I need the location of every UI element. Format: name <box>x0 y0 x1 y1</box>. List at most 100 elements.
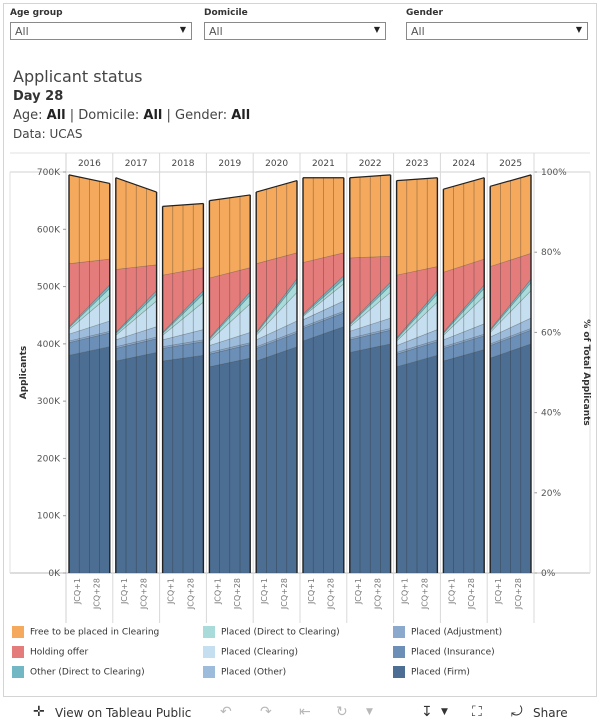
legend-label: Placed (Clearing) <box>221 647 298 658</box>
chevron-down-icon[interactable]: ▼ <box>575 25 582 34</box>
legend-label: Placed (Firm) <box>411 667 470 678</box>
legend-item[interactable]: Placed (Firm) <box>393 666 470 678</box>
y2-tick-label: 40% <box>541 409 561 419</box>
day-tick-label: JCQ+1 <box>213 578 222 605</box>
page-title: Applicant status <box>13 67 143 86</box>
day-tick-label: JCQ+1 <box>260 578 269 605</box>
legend-label: Other (Direct to Clearing) <box>30 667 145 678</box>
gender-label: | Gender: <box>162 108 232 123</box>
fullscreen-icon[interactable]: ⛶ <box>472 704 482 720</box>
legend-item[interactable]: Holding offer <box>12 646 88 658</box>
chevron-down-icon[interactable]: ▼ <box>179 25 186 34</box>
y-tick-label: 600K <box>37 225 61 235</box>
total-line <box>443 177 485 190</box>
year-header: 2022 <box>359 159 382 169</box>
y-tick-label: 700K <box>37 168 61 178</box>
legend-item[interactable]: Placed (Other) <box>203 666 286 678</box>
legend-item[interactable]: Placed (Clearing) <box>203 646 298 658</box>
tableau-toolbar: ✛ View on Tableau Public ↶ ↷ ⇤ ↻ ▼ ↧ ▼ ⛶… <box>0 700 600 727</box>
applicant-status-chart[interactable]: 0K 100K 200K 300K 400K 500K 600K 700K 0% 20% 40% 60… <box>0 0 600 625</box>
total-line <box>349 174 391 179</box>
legend-swatch <box>12 666 24 678</box>
filter-domicile: Domicile All ▼ <box>204 8 386 40</box>
legend-label: Placed (Insurance) <box>411 647 495 658</box>
y-axis-title: Applicants <box>19 346 29 400</box>
legend-swatch <box>203 666 215 678</box>
redo-icon[interactable]: ↷ <box>260 704 272 720</box>
total-line <box>115 177 157 193</box>
y-tick-label: 400K <box>37 340 61 350</box>
legend-item[interactable]: Free to be placed in Clearing <box>12 626 159 638</box>
legend-item[interactable]: Placed (Direct to Clearing) <box>203 626 340 638</box>
y2-tick-label: 60% <box>541 328 561 338</box>
year-header: 2025 <box>499 159 522 169</box>
download-icon[interactable]: ↧ <box>421 704 433 720</box>
y2-axis-title: % of Total Applicants <box>581 319 591 426</box>
y-tick-label: 200K <box>37 454 61 464</box>
filter-age-group: Age group All ▼ <box>10 8 192 40</box>
undo-icon[interactable]: ↶ <box>220 704 232 720</box>
share-icon[interactable]: ⤾ <box>511 704 523 720</box>
domicile-value: All <box>143 108 163 123</box>
day-subtitle: Day 28 <box>13 89 64 104</box>
day-tick-label: JCQ+1 <box>401 578 410 605</box>
legend-item[interactable]: Other (Direct to Clearing) <box>12 666 145 678</box>
day-tick-label: JCQ+1 <box>447 578 456 605</box>
day-tick-label: JCQ+1 <box>167 578 176 605</box>
year-header: 2019 <box>218 159 241 169</box>
share-button[interactable]: Share <box>533 706 568 720</box>
day-tick-label: JCQ+28 <box>139 578 148 610</box>
tableau-logo-icon[interactable]: ✛ <box>33 704 45 720</box>
year-header: 2024 <box>452 159 475 169</box>
legend-swatch <box>393 646 405 658</box>
day-tick-label: JCQ+28 <box>186 578 195 610</box>
day-tick-label: JCQ+28 <box>233 578 242 610</box>
y-tick-label: 100K <box>37 512 61 522</box>
day-tick-label: JCQ+28 <box>514 578 523 610</box>
year-header: 2018 <box>172 159 195 169</box>
y2-tick-label: 20% <box>541 489 561 499</box>
active-filters-summary: Age: All | Domicile: All | Gender: All <box>13 108 250 123</box>
day-tick-label: JCQ+28 <box>93 578 102 610</box>
legend-label: Holding offer <box>30 647 89 658</box>
day-tick-label: JCQ+1 <box>494 578 503 605</box>
legend-item[interactable]: Placed (Insurance) <box>393 646 495 658</box>
day-tick-label: JCQ+28 <box>327 578 336 610</box>
year-header: 2020 <box>265 159 288 169</box>
y-tick-label: 500K <box>37 283 61 293</box>
legend-label: Placed (Direct to Clearing) <box>221 627 340 638</box>
day-tick-label: JCQ+28 <box>420 578 429 610</box>
legend-label: Placed (Other) <box>221 667 287 678</box>
legend-swatch <box>393 626 405 638</box>
gender-value: All <box>231 108 251 123</box>
total-line <box>490 174 532 187</box>
chevron-down-icon[interactable]: ▼ <box>373 25 380 34</box>
revert-icon[interactable]: ⇤ <box>299 704 311 720</box>
year-header: 2017 <box>125 159 148 169</box>
day-tick-label: JCQ+1 <box>120 578 129 605</box>
legend-swatch <box>203 646 215 658</box>
age-value: All <box>46 108 66 123</box>
view-on-tableau-link[interactable]: View on Tableau Public <box>55 706 192 720</box>
legend-swatch <box>12 646 24 658</box>
filter-value: All <box>411 25 425 38</box>
refresh-icon[interactable]: ↻ <box>336 704 348 720</box>
gender-select[interactable]: All ▼ <box>406 22 588 40</box>
day-tick-label: JCQ+1 <box>354 578 363 605</box>
total-line <box>256 180 298 193</box>
filter-label: Age group <box>10 8 63 18</box>
chevron-down-icon[interactable]: ▼ <box>441 707 448 717</box>
filter-value: All <box>15 25 29 38</box>
age-label: Age: <box>13 108 47 123</box>
y-tick-label: 300K <box>37 397 61 407</box>
legend-item[interactable]: Placed (Adjustment) <box>393 626 502 638</box>
chevron-down-icon[interactable]: ▼ <box>366 707 373 717</box>
legend-label: Free to be placed in Clearing <box>30 627 160 638</box>
domicile-select[interactable]: All ▼ <box>204 22 386 40</box>
filter-gender: Gender All ▼ <box>406 8 588 40</box>
day-tick-label: JCQ+1 <box>307 578 316 605</box>
age-group-select[interactable]: All ▼ <box>10 22 192 40</box>
total-line <box>396 177 438 182</box>
filter-label: Gender <box>406 8 443 18</box>
y2-tick-label: 80% <box>541 248 561 258</box>
